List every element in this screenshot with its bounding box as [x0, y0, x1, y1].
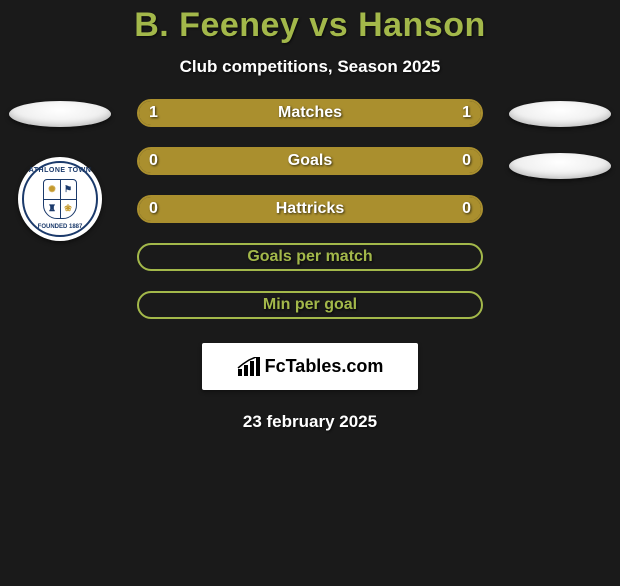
fctables-logo: FcTables.com [202, 343, 418, 390]
logo-text: FcTables.com [265, 356, 384, 377]
stat-label: Matches [139, 104, 481, 122]
player-left-placeholder [9, 101, 111, 127]
stat-bar: 00Goals [137, 147, 483, 175]
crest-top-text: ATHLONE TOWN [24, 167, 96, 174]
logo-inner: FcTables.com [237, 356, 384, 377]
right-column [500, 99, 620, 432]
stat-bar: Min per goal [137, 291, 483, 319]
stats-column: 11Matches 00Goals 00Hattricks Goals per mat… [120, 99, 500, 432]
shield-icon: ✺⚑♜❀ [43, 179, 77, 219]
stat-label: Goals per match [139, 248, 481, 266]
date-text: 23 february 2025 [243, 412, 377, 432]
crest-inner: ATHLONE TOWN ✺⚑♜❀ FOUNDED 1887 [22, 161, 98, 237]
page-title: B. Feeney vs Hanson [0, 6, 620, 45]
stat-label: Goals [139, 152, 481, 170]
stat-bar: Goals per match [137, 243, 483, 271]
club-right-placeholder [509, 153, 611, 179]
left-column: ATHLONE TOWN ✺⚑♜❀ FOUNDED 1887 [0, 99, 120, 432]
player-right-placeholder [509, 101, 611, 127]
bar-chart-icon [237, 357, 261, 377]
page-subtitle: Club competitions, Season 2025 [0, 57, 620, 77]
stat-bar: 00Hattricks [137, 195, 483, 223]
stat-label: Min per goal [139, 296, 481, 314]
main-layout: ATHLONE TOWN ✺⚑♜❀ FOUNDED 1887 11Matches… [0, 99, 620, 432]
club-crest-left: ATHLONE TOWN ✺⚑♜❀ FOUNDED 1887 [18, 157, 102, 241]
stat-bar: 11Matches [137, 99, 483, 127]
stat-label: Hattricks [139, 200, 481, 218]
crest-bottom-text: FOUNDED 1887 [24, 224, 96, 230]
